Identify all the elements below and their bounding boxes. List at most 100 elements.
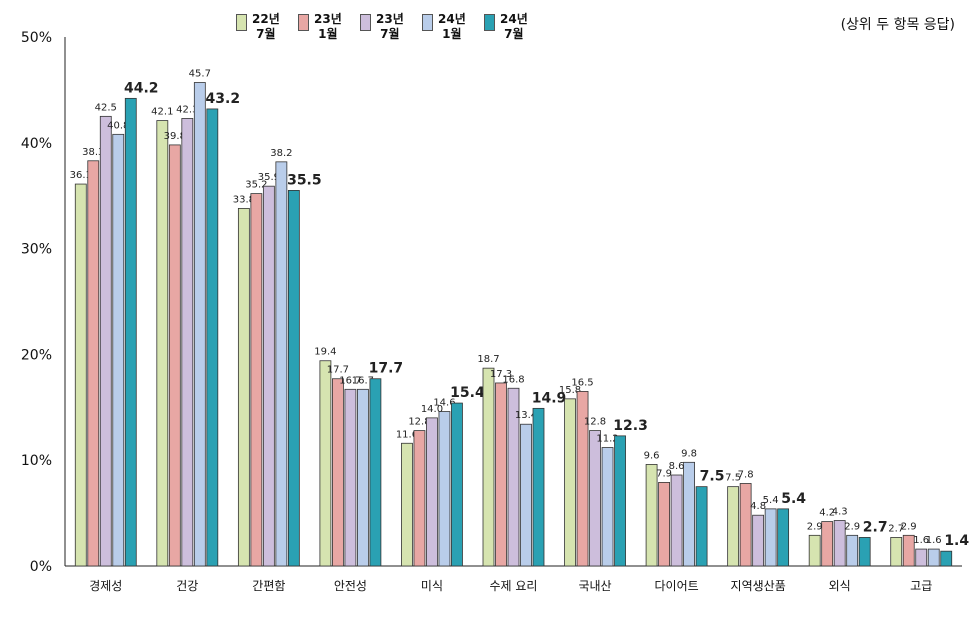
bar bbox=[181, 118, 194, 567]
data-label: 16.5 bbox=[571, 377, 593, 388]
bar bbox=[237, 207, 250, 567]
bar bbox=[482, 367, 495, 567]
chart-note: (상위 두 항목 응답) bbox=[840, 17, 955, 33]
chart-legend: 22년 7월 23년 1월 23년 7월 24년 1월 24년 7월 bbox=[236, 12, 546, 42]
bar bbox=[438, 411, 451, 567]
y-tick-label: 50% bbox=[21, 30, 52, 46]
bar bbox=[940, 550, 953, 567]
x-tick-label: 미식 bbox=[421, 579, 443, 593]
data-label: 38.2 bbox=[270, 148, 292, 159]
data-label: 40.8 bbox=[107, 120, 129, 131]
bar bbox=[683, 461, 695, 567]
data-label: 12.3 bbox=[613, 418, 648, 434]
bar bbox=[426, 417, 438, 567]
bar bbox=[890, 537, 903, 567]
bar bbox=[752, 514, 765, 567]
bar bbox=[319, 360, 332, 567]
data-label: 35.9 bbox=[258, 172, 280, 183]
data-label: 9.6 bbox=[644, 450, 660, 461]
data-label: 4.8 bbox=[750, 501, 766, 512]
bar bbox=[401, 442, 413, 567]
data-label: 14.9 bbox=[532, 390, 567, 406]
bar bbox=[451, 402, 463, 567]
bar bbox=[902, 534, 915, 567]
bar bbox=[858, 537, 871, 567]
data-label: 16.7 bbox=[352, 375, 374, 386]
bar bbox=[614, 435, 626, 567]
data-label: 15.4 bbox=[450, 385, 485, 401]
bar bbox=[87, 160, 100, 567]
legend-label: 24년 1월 bbox=[438, 12, 466, 41]
y-tick-label: 20% bbox=[21, 347, 52, 363]
data-label: 35.5 bbox=[287, 172, 322, 188]
data-label: 16.7 bbox=[339, 375, 361, 386]
bar bbox=[727, 486, 740, 567]
data-label: 36.1 bbox=[70, 170, 92, 181]
legend-swatch bbox=[360, 14, 371, 31]
data-label: 14.0 bbox=[421, 404, 443, 415]
y-tick-label: 30% bbox=[21, 242, 52, 258]
data-label: 5.4 bbox=[763, 495, 779, 506]
bar bbox=[275, 161, 288, 567]
bar bbox=[112, 133, 125, 567]
data-label: 2.9 bbox=[844, 521, 860, 532]
data-label: 17.3 bbox=[490, 369, 512, 380]
data-label: 2.7 bbox=[888, 523, 904, 534]
bar bbox=[645, 464, 658, 567]
data-label: 12.8 bbox=[408, 417, 430, 428]
bar bbox=[670, 474, 683, 567]
bar bbox=[124, 97, 137, 567]
bar bbox=[576, 391, 589, 567]
bar bbox=[695, 486, 708, 567]
bar bbox=[156, 120, 169, 567]
bar bbox=[250, 193, 263, 567]
data-label: 9.8 bbox=[681, 448, 697, 459]
data-label: 14.6 bbox=[433, 398, 455, 409]
bar bbox=[777, 508, 790, 567]
bar bbox=[495, 382, 507, 567]
bar bbox=[507, 387, 520, 567]
data-label: 38.3 bbox=[82, 147, 104, 158]
data-label: 11.2 bbox=[596, 434, 618, 445]
legend-item: 24년 1월 bbox=[422, 12, 484, 42]
legend-item: 24년 7월 bbox=[484, 12, 546, 42]
legend-item: 22년 7월 bbox=[236, 12, 298, 42]
bar bbox=[206, 108, 219, 567]
data-label: 7.8 bbox=[738, 469, 754, 480]
data-label: 19.4 bbox=[314, 347, 336, 358]
legend-swatch bbox=[484, 14, 495, 31]
bar bbox=[927, 548, 940, 567]
bar bbox=[193, 82, 206, 567]
x-tick-label: 국내산 bbox=[578, 579, 611, 593]
data-label: 2.9 bbox=[901, 521, 917, 532]
bar bbox=[357, 388, 369, 567]
legend-label: 24년 7월 bbox=[500, 12, 528, 41]
data-label: 5.4 bbox=[781, 491, 806, 507]
data-label: 4.3 bbox=[832, 507, 848, 518]
bar bbox=[821, 521, 834, 567]
x-tick-label: 외식 bbox=[829, 579, 851, 593]
bar bbox=[413, 430, 426, 567]
bar bbox=[168, 144, 181, 567]
x-tick-label: 건강 bbox=[176, 579, 198, 593]
data-label: 15.8 bbox=[559, 385, 581, 396]
bar bbox=[532, 407, 545, 567]
data-label: 7.9 bbox=[656, 468, 672, 479]
x-tick-label: 수제 요리 bbox=[490, 579, 538, 593]
bar bbox=[332, 378, 344, 567]
bar bbox=[846, 534, 859, 567]
bar bbox=[520, 423, 532, 567]
bar bbox=[915, 548, 928, 567]
bar bbox=[564, 398, 576, 567]
data-label: 2.7 bbox=[863, 519, 888, 535]
legend-label: 23년 7월 bbox=[376, 12, 404, 41]
data-label: 45.7 bbox=[189, 68, 211, 79]
bar bbox=[739, 483, 752, 567]
data-label: 17.7 bbox=[369, 361, 404, 377]
y-tick-label: 0% bbox=[30, 559, 52, 575]
data-label: 1.6 bbox=[913, 535, 929, 546]
data-label: 7.5 bbox=[725, 473, 741, 484]
legend-swatch bbox=[422, 14, 433, 31]
data-label: 1.4 bbox=[944, 533, 969, 549]
x-tick-label: 지역생산품 bbox=[731, 579, 786, 593]
